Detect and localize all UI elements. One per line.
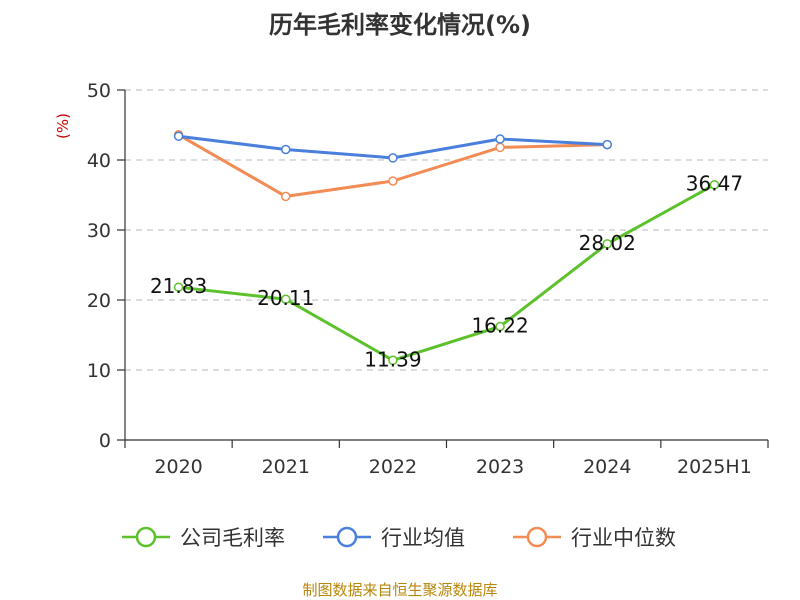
data-point <box>602 139 612 150</box>
y-tick-label: 50 <box>87 80 111 102</box>
chart-title: 历年毛利率变化情况(%) <box>269 11 531 39</box>
data-point <box>709 179 720 190</box>
data-point <box>281 191 291 202</box>
x-tick-labels: 2020 2021 2022 2023 2024 2025H1 <box>154 456 751 478</box>
legend-label: 行业均值 <box>381 526 465 550</box>
footer-source: 制图数据来自恒生聚源数据库 <box>302 581 497 599</box>
data-label: 20.11 <box>257 286 314 310</box>
x-tick-label: 2023 <box>476 456 524 478</box>
data-point <box>173 131 184 141</box>
y-tick-label: 40 <box>87 150 111 172</box>
data-point <box>281 294 291 304</box>
legend-marker <box>526 526 548 548</box>
series-1 <box>173 179 720 366</box>
legend-item-3[interactable]: 行业中位数 <box>513 526 676 550</box>
data-labels: 21.83 20.11 11.39 16.22 28.02 36.47 <box>150 172 743 372</box>
data-point <box>173 282 184 292</box>
data-point <box>602 239 612 249</box>
data-point <box>495 321 505 332</box>
data-label: 11.39 <box>364 347 421 371</box>
y-tick-label: 0 <box>99 430 111 452</box>
legend-marker <box>336 526 358 548</box>
legend-item-2[interactable]: 行业均值 <box>323 526 465 550</box>
legend-item-1[interactable]: 公司毛利率 <box>122 526 285 550</box>
x-tick-label: 2020 <box>154 456 202 478</box>
y-tick-labels: 0 10 20 30 40 50 <box>87 80 111 452</box>
y-tick-label: 10 <box>87 360 111 382</box>
data-label: 28.02 <box>579 231 636 255</box>
data-point <box>388 176 398 186</box>
data-point <box>388 153 398 163</box>
grid-lines <box>125 89 768 371</box>
x-tick-label: 2021 <box>262 456 310 478</box>
legend-label: 公司毛利率 <box>180 526 285 550</box>
data-point <box>495 134 505 144</box>
y-axis-unit-label: (%) <box>54 113 72 139</box>
data-point <box>281 144 291 155</box>
legend[interactable]: 公司毛利率 行业均值 行业中位数 <box>122 526 676 550</box>
y-tick-label: 30 <box>87 220 111 242</box>
x-tick-label: 2024 <box>583 456 631 478</box>
x-tick-label: 2022 <box>369 456 417 478</box>
legend-label: 行业中位数 <box>571 526 676 550</box>
axes <box>117 89 769 448</box>
data-point <box>495 142 505 153</box>
y-tick-label: 20 <box>87 290 111 312</box>
series-2 <box>173 131 612 163</box>
data-point <box>388 355 398 366</box>
data-label: 36.47 <box>686 172 743 196</box>
data-label: 16.22 <box>471 313 528 337</box>
legend-marker <box>135 526 157 548</box>
data-label: 21.83 <box>150 274 207 298</box>
series-line <box>178 183 716 362</box>
series-group <box>173 130 720 366</box>
x-tick-label: 2025H1 <box>677 456 752 478</box>
